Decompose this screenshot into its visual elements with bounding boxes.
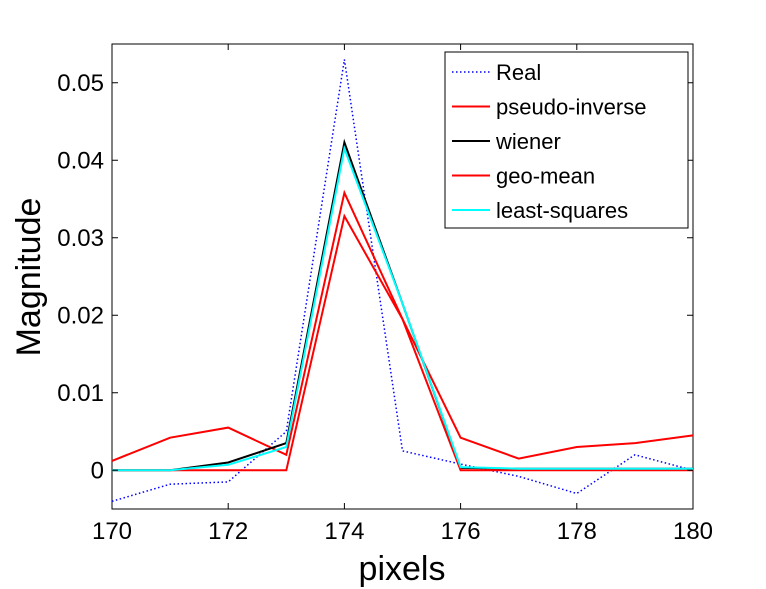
tick-layer: 170 172 174 176 178 180 0 0.01 0.02 0.03 0.04 0.05	[57, 44, 713, 545]
x-axis-title: pixels	[359, 550, 446, 588]
y-tick-label: 0.05	[57, 70, 104, 97]
legend-label: wiener	[495, 129, 561, 154]
y-tick-label: 0.02	[57, 302, 104, 329]
legend-label: pseudo-inverse	[496, 95, 646, 120]
y-tick-label: 0	[91, 457, 104, 484]
x-tick-label: 178	[557, 518, 597, 545]
legend-box	[444, 51, 689, 229]
legend-label: Real	[496, 60, 541, 85]
series-line-geo-mean	[112, 213, 693, 472]
y-axis-title: Magnitude	[10, 198, 48, 357]
series-line-least-squares	[112, 144, 693, 472]
y-tick-label: 0.01	[57, 380, 104, 407]
x-tick-label: 180	[673, 518, 713, 545]
legend-label: geo-mean	[496, 164, 595, 189]
series-layer	[111, 59, 694, 503]
legend: Real pseudo-inverse wiener geo-mean least-sq…	[444, 51, 689, 229]
x-tick-label: 172	[208, 518, 248, 545]
y-tick-label: 0.04	[57, 147, 104, 174]
x-tick-label: 170	[92, 518, 132, 545]
x-tick-label: 176	[441, 518, 481, 545]
y-tick-label: 0.03	[57, 225, 104, 252]
legend-label: least-squares	[496, 198, 628, 223]
x-tick-label: 174	[324, 518, 364, 545]
